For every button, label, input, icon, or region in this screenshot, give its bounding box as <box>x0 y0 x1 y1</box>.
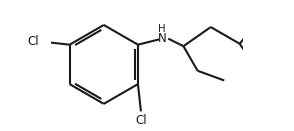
Text: Cl: Cl <box>135 114 147 127</box>
Text: Cl: Cl <box>28 35 39 48</box>
Text: H: H <box>158 24 166 34</box>
Text: N: N <box>158 32 167 45</box>
